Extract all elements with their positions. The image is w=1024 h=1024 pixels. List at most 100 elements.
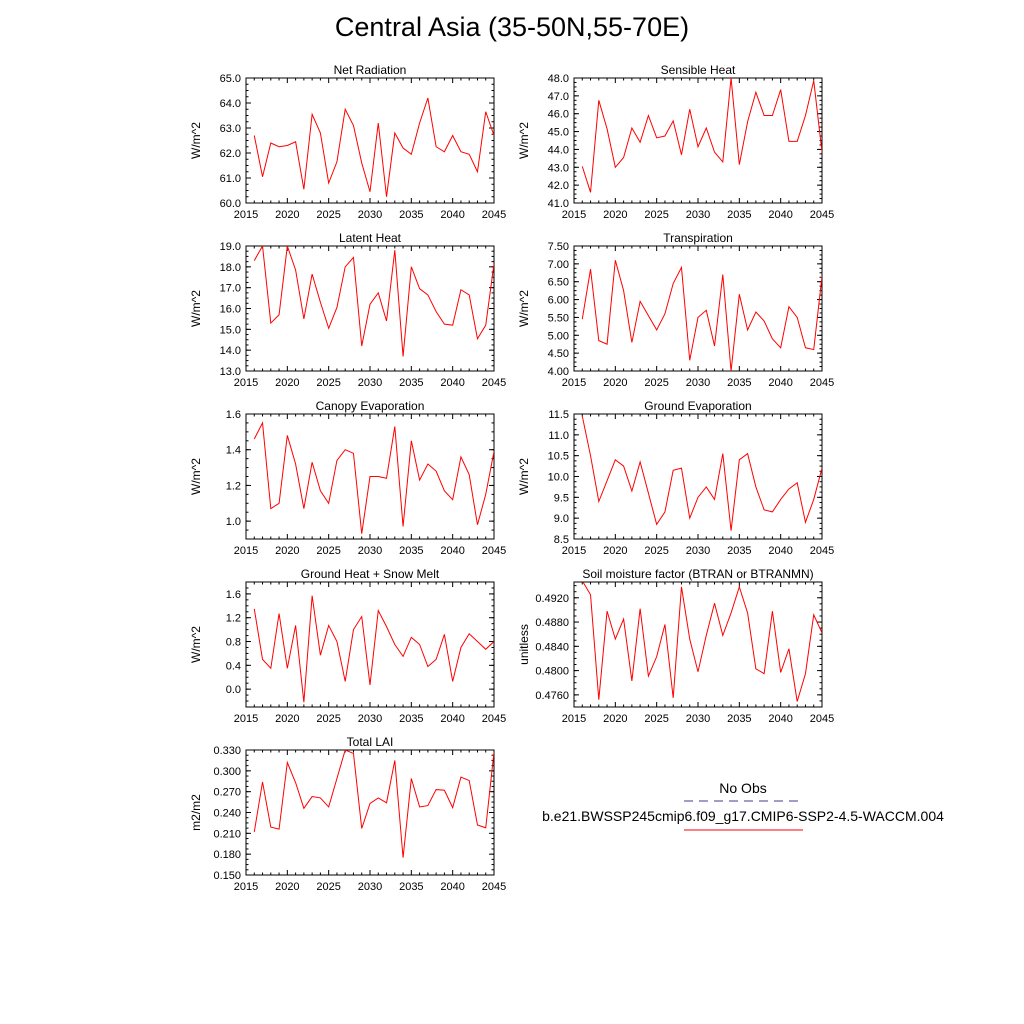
y-tick-label: 62.0 (220, 148, 241, 160)
y-tick-label: 0.210 (213, 828, 241, 840)
y-tick-label: 5.50 (548, 312, 569, 324)
x-tick-label: 2020 (603, 713, 627, 725)
plot-frame (245, 77, 495, 204)
x-tick-label: 2040 (440, 881, 464, 893)
x-tick-label: 2025 (316, 377, 340, 389)
x-tick-label: 2035 (727, 209, 751, 221)
y-tick-label: 9.0 (554, 513, 569, 525)
x-tick-label: 2025 (316, 545, 340, 557)
series-line-net-radiation (253, 97, 494, 197)
x-tick-label: 2045 (482, 713, 506, 725)
y-tick-label: 11.0 (548, 430, 569, 442)
panel-title: Net Radiation (334, 63, 407, 77)
panel-title: Latent Heat (339, 231, 402, 245)
y-axis-label: W/m^2 (517, 122, 531, 159)
x-tick-label: 2030 (686, 545, 710, 557)
y-tick-label: 43.0 (548, 162, 569, 174)
y-tick-label: 5.00 (548, 330, 569, 342)
y-tick-label: 6.50 (548, 277, 569, 289)
y-tick-label: 0.4 (226, 660, 241, 672)
x-tick-label: 2015 (234, 881, 258, 893)
figure-title: Central Asia (35-50N,55-70E) (334, 12, 690, 42)
panel-ground-heat-snow-melt: Ground Heat + Snow Melt W/m^2 2015 2020 2025… (189, 567, 506, 725)
y-tick-label: 14.0 (220, 345, 241, 357)
plot-frame (573, 77, 823, 204)
series-line-transpiration (581, 260, 822, 371)
y-axis-label: W/m^2 (517, 458, 531, 495)
x-tick-label: 2040 (768, 713, 792, 725)
x-tick-label: 2045 (810, 377, 834, 389)
x-tick-label: 2025 (644, 377, 668, 389)
x-tick-label: 2015 (234, 545, 258, 557)
y-tick-label: 0.270 (213, 787, 241, 799)
x-tick-label: 2015 (234, 713, 258, 725)
x-tick-label: 2015 (562, 545, 586, 557)
y-tick-label: 1.2 (226, 480, 241, 492)
x-tick-label: 2045 (482, 881, 506, 893)
x-tick-label: 2020 (603, 209, 627, 221)
panel-sensible-heat: Sensible Heat W/m^2 2015 2020 2025 2030 2035 20… (517, 63, 834, 221)
y-tick-label: 64.0 (220, 98, 241, 110)
y-tick-label: 18.0 (220, 262, 241, 274)
panel-title: Canopy Evaporation (316, 399, 425, 413)
panel-title: Ground Heat + Snow Melt (301, 567, 440, 581)
x-tick-label: 2020 (275, 209, 299, 221)
y-tick-label: 44.0 (548, 144, 569, 156)
x-tick-label: 2035 (399, 881, 423, 893)
x-tick-label: 2040 (768, 209, 792, 221)
x-tick-label: 2045 (810, 713, 834, 725)
y-tick-label: 1.6 (226, 409, 241, 421)
x-tick-label: 2020 (275, 713, 299, 725)
y-tick-label: 0.8 (226, 637, 241, 649)
x-tick-label: 2035 (399, 545, 423, 557)
y-tick-label: 46.0 (548, 109, 569, 121)
panel-latent-heat: Latent Heat W/m^2 2015 2020 2025 2030 2035 2040… (189, 231, 506, 389)
x-tick-label: 2035 (727, 713, 751, 725)
panel-title: Transpiration (663, 231, 733, 245)
y-tick-label: 0.4800 (535, 666, 569, 678)
y-tick-label: 9.5 (554, 492, 569, 504)
panel-transpiration: Transpiration W/m^2 2015 2020 2025 2030 2035 20… (517, 231, 834, 389)
series-line-soil-moisture-factor-btran-or-btranmn (582, 582, 822, 702)
panel-title: Total LAI (347, 735, 394, 749)
y-tick-label: 47.0 (548, 91, 569, 103)
y-axis-label: W/m^2 (189, 458, 203, 495)
x-tick-label: 2030 (686, 377, 710, 389)
x-tick-label: 2025 (644, 545, 668, 557)
y-tick-label: 0.0 (226, 684, 241, 696)
y-tick-label: 41.0 (548, 198, 569, 210)
y-tick-label: 4.50 (548, 348, 569, 360)
y-tick-label: 8.5 (554, 534, 569, 546)
x-tick-label: 2030 (358, 377, 382, 389)
x-tick-label: 2040 (768, 545, 792, 557)
x-tick-label: 2020 (603, 377, 627, 389)
x-tick-label: 2015 (562, 713, 586, 725)
panel-soil-moisture-factor-btran-or-btranmn: Soil moisture factor (BTRAN or BTRANMN) u… (517, 567, 834, 725)
y-tick-label: 4.00 (548, 366, 569, 378)
x-tick-label: 2025 (316, 713, 340, 725)
panel-total-lai: Total LAI m2/m2 2015 2020 2025 2030 2035 2040 20… (189, 735, 506, 893)
legend-model-label: b.e21.BWSSP245cmip6.f09_g17.CMIP6-SSP2-4… (542, 808, 944, 824)
x-tick-label: 2030 (358, 881, 382, 893)
y-tick-label: 63.0 (220, 123, 241, 135)
y-tick-label: 7.00 (548, 259, 569, 271)
panel-ground-evaporation: Ground Evaporation W/m^2 2015 2020 2025 2030 2… (517, 399, 834, 557)
x-tick-label: 2015 (234, 377, 258, 389)
y-tick-label: 1.4 (226, 445, 241, 457)
y-tick-label: 10.0 (548, 472, 569, 484)
x-tick-label: 2035 (727, 377, 751, 389)
x-tick-label: 2020 (275, 377, 299, 389)
x-tick-label: 2030 (686, 209, 710, 221)
x-tick-label: 2040 (440, 545, 464, 557)
panel-title: Ground Evaporation (644, 399, 751, 413)
y-tick-label: 7.50 (548, 241, 569, 253)
x-tick-label: 2035 (727, 545, 751, 557)
y-axis-label: W/m^2 (189, 290, 203, 327)
legend (684, 800, 803, 831)
y-axis-label: unitless (517, 624, 531, 665)
x-tick-label: 2045 (482, 377, 506, 389)
x-tick-label: 2045 (482, 545, 506, 557)
y-tick-label: 1.2 (226, 613, 241, 625)
x-tick-label: 2025 (316, 881, 340, 893)
